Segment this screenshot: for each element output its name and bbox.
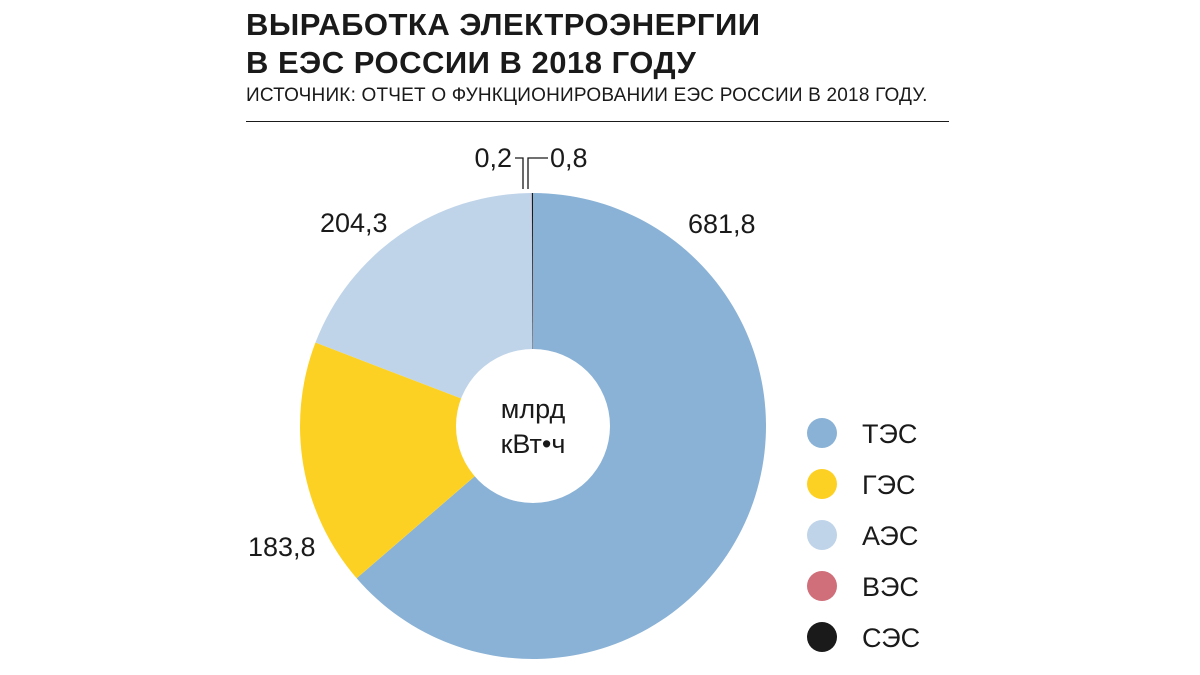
value-label-ses: 0,8 (550, 143, 588, 173)
legend-swatch-aes (807, 520, 837, 550)
chart-source: ИСТОЧНИК: ОТЧЕТ О ФУНКЦИОНИРОВАНИИ ЕЭС Р… (246, 85, 928, 106)
center-unit-line-1: млрд (501, 394, 566, 424)
legend-label-ges: ГЭС (862, 470, 916, 500)
legend-swatch-ves (807, 571, 837, 601)
legend-swatch-ges (807, 469, 837, 499)
slice-value-labels: 681,8 183,8 204,3 0,2 0,8 (248, 143, 756, 562)
legend-swatch-tes (807, 418, 837, 448)
chart-title-line-2: В ЕЭС РОССИИ В 2018 ГОДУ (246, 45, 697, 80)
legend-label-aes: АЭС (862, 521, 918, 551)
value-label-ves: 0,2 (474, 143, 512, 173)
chart-title-line-1: ВЫРАБОТКА ЭЛЕКТРОЭНЕРГИИ (246, 7, 761, 42)
center-unit-line-2: кВт•ч (501, 429, 566, 459)
leader-line-ves (515, 157, 524, 190)
label-leader-lines (515, 157, 548, 190)
legend-label-ves: ВЭС (862, 572, 919, 602)
leader-line-ses (527, 157, 548, 190)
legend-label-tes: ТЭС (862, 419, 917, 449)
header-divider (246, 121, 949, 122)
legend-label-ses: СЭС (862, 623, 920, 653)
pie-slice-ves (531, 193, 533, 426)
chart-title: ВЫРАБОТКА ЭЛЕКТРОЭНЕРГИИ В ЕЭС РОССИИ В … (246, 6, 761, 82)
legend: ТЭС ГЭС АЭС ВЭС СЭС (807, 418, 920, 653)
pie-slice-ges (300, 342, 533, 579)
value-label-aes: 204,3 (320, 208, 388, 238)
value-label-tes: 681,8 (688, 209, 756, 239)
pie-slice-ses (531, 193, 533, 426)
donut-hole (456, 349, 610, 503)
legend-swatch-ses (807, 622, 837, 652)
value-label-ges: 183,8 (248, 532, 316, 562)
pie-slice-aes (315, 193, 533, 426)
